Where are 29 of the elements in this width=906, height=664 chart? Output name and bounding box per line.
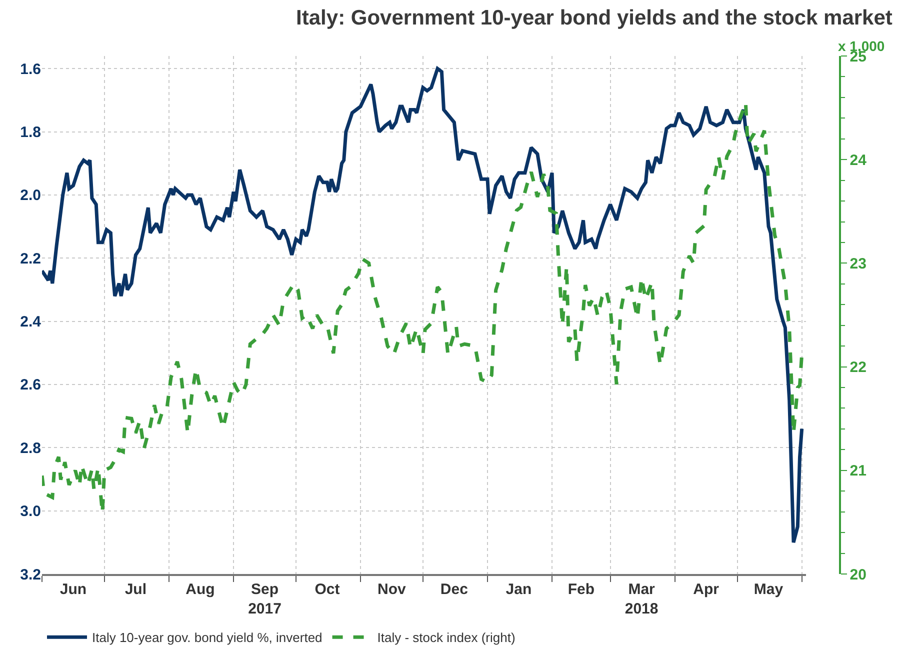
y2-tick-label: 22 <box>850 359 866 376</box>
y-tick-label: 2.6 <box>20 376 41 394</box>
y-tick-label: 1.6 <box>20 60 41 78</box>
legend-label: Italy 10-year gov. bond yield %, inverted <box>92 630 322 646</box>
x-tick-label: Dec <box>440 580 468 598</box>
x-tick-label: Nov <box>378 580 407 598</box>
y-tick-label: 2.8 <box>20 440 41 457</box>
y-tick-label: 3.0 <box>20 503 41 520</box>
y-tick-label: 2.4 <box>20 314 42 331</box>
x-tick-label: May <box>754 580 784 598</box>
x-tick-label: Jun <box>60 580 87 598</box>
y-tick-label: 2.2 <box>20 250 41 268</box>
y2-tick-label: 24 <box>850 152 868 169</box>
y2-tick-label: 20 <box>850 566 866 584</box>
x-tick-label: Feb <box>568 580 595 598</box>
y-tick-label: 2.0 <box>20 187 41 204</box>
x-tick-label: Aug <box>186 580 215 598</box>
x-tick-label: Jan <box>506 580 532 598</box>
y2-tick-label: 23 <box>850 255 866 272</box>
y2-tick-label: 21 <box>850 462 866 480</box>
x-tick-label: Mar 2018 <box>624 580 658 618</box>
legend-label: Italy - stock index (right) <box>377 630 516 646</box>
chart-title: Italy: Government 10-year bond yields and the stock market <box>296 6 892 30</box>
x-tick-label: Jul <box>124 580 147 598</box>
y-tick-label: 3.2 <box>20 566 41 584</box>
y-tick-label: 1.8 <box>20 124 41 142</box>
x-tick-label: Apr <box>693 580 720 598</box>
x-tick-label: Sep 2017 <box>248 580 282 618</box>
x-tick-label: Oct <box>314 580 340 598</box>
